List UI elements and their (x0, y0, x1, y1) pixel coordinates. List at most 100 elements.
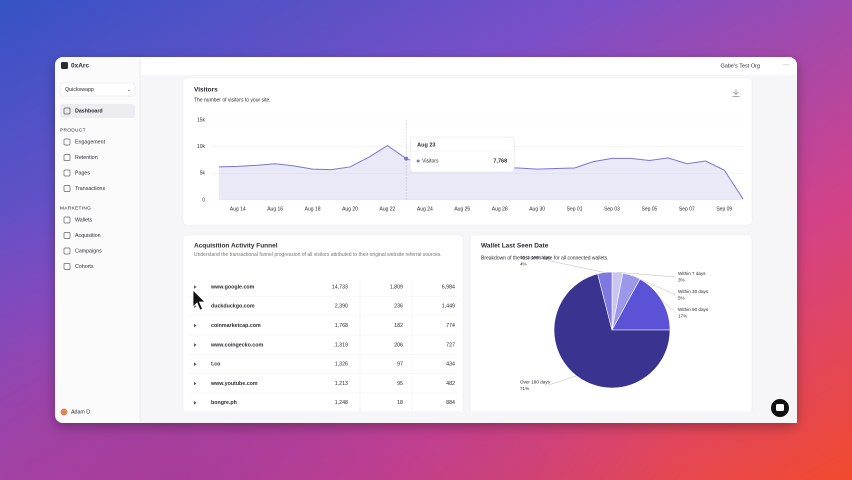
referrer-link[interactable]: www.google.com (210, 284, 255, 290)
nav-icon (63, 232, 71, 239)
project-name: Quickswapp (65, 87, 94, 93)
pie-value-label: 17% (678, 314, 687, 319)
nav-icon (63, 216, 71, 224)
nav-dashboard-bg[interactable] (60, 104, 135, 118)
nav-dashboard[interactable]: Dashboard (75, 108, 103, 114)
card-title: Wallet Last Seen Date (481, 243, 549, 250)
nav-icon (63, 263, 71, 270)
area-fill (219, 145, 743, 200)
nav-item[interactable]: Engagement (75, 139, 106, 145)
chat-icon (776, 404, 784, 411)
funnel-cell: 236 (394, 304, 403, 310)
section-title: MARKETING (60, 205, 91, 211)
dropdown-caret: ⌄ (127, 87, 131, 93)
tooltip-title: Aug 23 (417, 142, 435, 148)
download-button[interactable] (732, 89, 740, 97)
pie-leader (547, 260, 605, 273)
nav-item[interactable]: Campaigns (75, 248, 102, 254)
funnel-cell: 6,984 (442, 284, 455, 290)
pie-label: Within 30 days (678, 289, 709, 294)
nav-item[interactable]: Retention (75, 155, 98, 161)
y-tick-label: 0 (202, 197, 205, 203)
pie-slice (597, 271, 613, 331)
pie-leader (631, 275, 677, 296)
visitors-chart: 0 5k 10k 15k Aug 14 Aug 16 Aug 18 Aug 20 Aug 22 A… (197, 117, 744, 212)
pie-leader (547, 375, 577, 386)
funnel-cell: 727 (446, 342, 455, 348)
org-name[interactable]: Gabe's Test Org (721, 63, 760, 69)
nav-item[interactable]: Cohorts (75, 264, 94, 270)
funnel-cell: 482 (446, 381, 455, 387)
expand-caret (194, 381, 197, 386)
funnel-cell: 1,319 (335, 342, 348, 348)
expand-caret (194, 285, 197, 289)
funnel-cell: 434 (446, 362, 455, 368)
nav-icon (63, 154, 71, 161)
logo-icon (61, 62, 68, 69)
funnel-card (182, 234, 464, 411)
referrer-link[interactable]: www.coingecko.com (210, 342, 263, 348)
nav-item[interactable]: Pages (75, 170, 90, 176)
referrer-link[interactable]: www.youtube.com (210, 381, 258, 387)
funnel-cell: 14,733 (332, 284, 348, 290)
section-title: PRODUCT (60, 127, 86, 133)
pie-label: 90 to 180 days (520, 255, 551, 260)
card-title: Acquisition Activity Funnel (194, 243, 278, 250)
nav-icon (63, 107, 71, 115)
nav-icon (63, 169, 71, 177)
nav-icon (63, 138, 71, 146)
funnel-cell: 1,449 (442, 304, 455, 310)
x-tick-label: Sep 01 (567, 206, 583, 212)
card-subtitle: The number of visitors to your site. (194, 97, 271, 103)
funnel-cell: 1,768 (335, 323, 348, 329)
x-tick-label: Sep 03 (604, 206, 620, 212)
pie-value-label: 71% (520, 386, 529, 391)
funnel-cell: 1,248 (335, 400, 348, 406)
x-tick-label: Aug 24 (417, 206, 433, 212)
nav-icon (63, 247, 71, 255)
expand-caret (194, 323, 197, 328)
nav-item[interactable]: Transactions (75, 186, 105, 192)
card-subtitle-box: Understand the transactional funnel prog… (194, 252, 442, 258)
nav-item[interactable]: Acquisition (75, 233, 101, 239)
card-subtitle: Understand the transactional funnel prog… (194, 252, 442, 258)
x-tick-label: Aug 16 (267, 206, 283, 212)
card-title: Visitors (194, 87, 218, 94)
mouse-cursor (192, 289, 206, 311)
pie-chart: Within 7 days 3% Within 30 days 5% Within 90… (520, 255, 709, 391)
pie-leader (661, 300, 677, 314)
referrer-link[interactable]: t.co (211, 362, 221, 368)
tooltip-swatch (416, 159, 420, 163)
nav-item[interactable]: Wallets (75, 217, 93, 223)
x-tick-label: Aug 20 (342, 206, 358, 212)
y-tick-label: 5k (200, 171, 206, 177)
referrer-link[interactable]: bongre.ph (211, 400, 237, 406)
tooltip-series: Visitors (422, 158, 439, 164)
x-tick-label: Sep 05 (641, 206, 657, 212)
project-selector[interactable] (59, 82, 136, 97)
sidebar (55, 57, 140, 423)
pie-value-label: 3% (678, 278, 685, 283)
funnel-cell: 206 (394, 342, 403, 348)
tooltip (409, 136, 515, 173)
funnel-cell: 182 (394, 323, 403, 329)
referrer-link[interactable]: coinmarketcap.com (211, 323, 261, 329)
funnel-cell: 884 (446, 400, 455, 406)
expand-caret (194, 401, 197, 405)
x-tick-label: Aug 28 (492, 206, 508, 212)
x-tick-label: Aug 14 (230, 206, 246, 212)
pie-slice (553, 273, 671, 389)
pie-label: Within 90 days (678, 307, 709, 312)
x-tick-label: Aug 30 (529, 206, 545, 212)
funnel-cell: 1,326 (335, 362, 348, 368)
x-tick-label: Aug 18 (305, 206, 321, 212)
referrer-link[interactable]: duckduckgo.com (211, 304, 255, 310)
more-menu[interactable]: ··· (783, 63, 789, 69)
user-name[interactable]: Adam D (71, 409, 90, 415)
funnel-cell: 97 (397, 362, 403, 368)
content: Visitors The number of visitors to your … (182, 77, 753, 411)
pie-label: Over 180 days (520, 380, 551, 385)
funnel-cell: 18 (397, 400, 403, 406)
